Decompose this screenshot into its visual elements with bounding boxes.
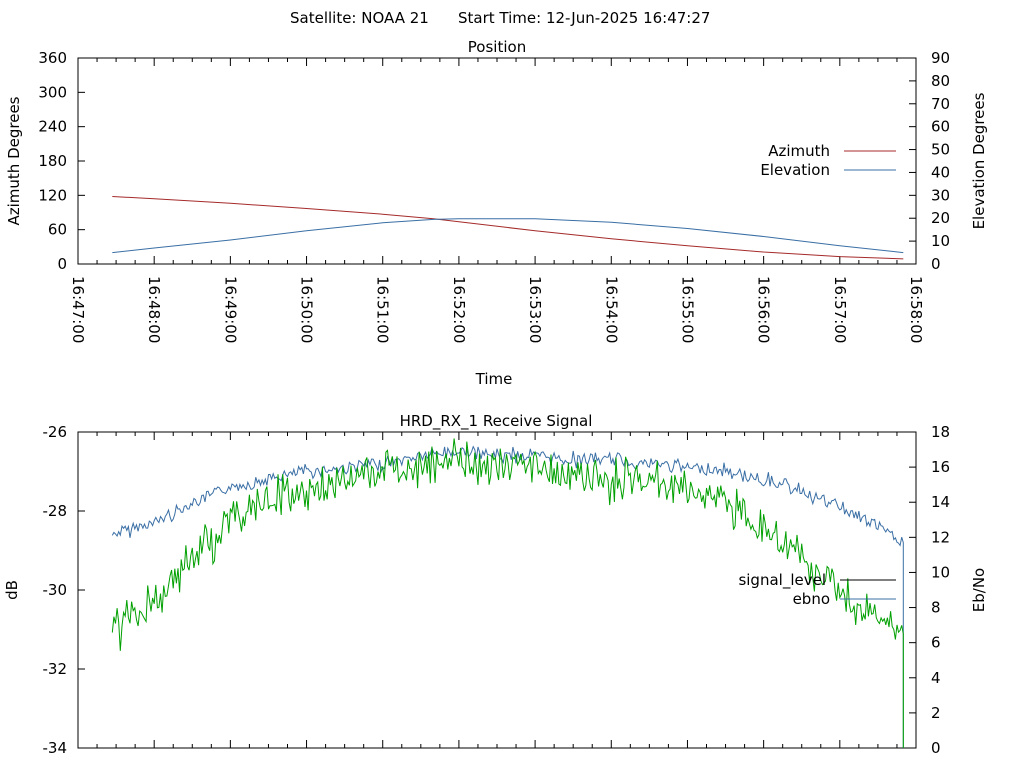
x-tick-label: 16:47:00 <box>69 276 87 343</box>
signal-series <box>111 438 904 748</box>
y2-tick-label: 12 <box>931 528 950 546</box>
position-legend: Azimuth Elevation <box>760 142 896 179</box>
position-series <box>112 196 904 260</box>
y2-tick-label: 40 <box>931 163 950 181</box>
y-tick-label: 0 <box>57 255 67 273</box>
azimuth-axis-label: Azimuth Degrees <box>5 96 23 225</box>
y2-tick-label: 10 <box>931 232 950 250</box>
x-tick-label: 16:53:00 <box>526 276 544 343</box>
y-tick-label: -34 <box>43 739 68 757</box>
db-ticks: -26 -28 -30 -32 -34 <box>43 423 85 757</box>
series-line-ebno <box>111 438 904 748</box>
x-tick-label: 16:48:00 <box>145 276 163 343</box>
legend-label-ebno: ebno <box>793 590 830 608</box>
y2-tick-label: 16 <box>931 458 950 476</box>
x-tick-label: 16:58:00 <box>907 276 925 343</box>
y2-tick-label: 18 <box>931 423 950 441</box>
series-line-azimuth <box>112 196 904 260</box>
y2-tick-label: 0 <box>931 255 941 273</box>
time-ticks: 16:47:00 16:48:00 16:49:00 16:50:00 16:51:00… <box>69 58 925 343</box>
ebno-axis-label: Eb/No <box>970 568 988 612</box>
y-tick-label: -26 <box>43 423 68 441</box>
x-tick-label: 16:50:00 <box>298 276 316 343</box>
y2-tick-label: 10 <box>931 563 950 581</box>
signal-time-ticks <box>77 432 917 748</box>
y-tick-label: 120 <box>38 186 67 204</box>
ebno-ticks: 0 2 4 6 8 10 12 14 16 18 <box>909 423 950 757</box>
y-tick-label: -28 <box>43 502 68 520</box>
time-axis-label: Time <box>475 370 513 388</box>
legend-label-azimuth: Azimuth <box>768 142 830 160</box>
series-line-elevation <box>112 218 904 254</box>
x-tick-label: 16:52:00 <box>450 276 468 343</box>
series-line-signal-level <box>111 445 904 748</box>
y2-tick-label: 30 <box>931 186 950 204</box>
x-tick-label: 16:54:00 <box>602 276 620 343</box>
elevation-axis-label: Elevation Degrees <box>970 92 988 229</box>
y-tick-label: 240 <box>38 118 67 136</box>
y-tick-label: 180 <box>38 152 67 170</box>
y-tick-label: 300 <box>38 83 67 101</box>
y-tick-label: -30 <box>43 581 68 599</box>
y2-tick-label: 0 <box>931 739 941 757</box>
db-axis-label: dB <box>3 580 21 600</box>
signal-chart-title: HRD_RX_1 Receive Signal <box>400 412 593 431</box>
azimuth-ticks: 0 60 120 180 240 300 360 <box>38 49 85 273</box>
signal-chart: HRD_RX_1 Receive Signal dB Eb/No -26-28-… <box>3 412 988 757</box>
x-tick-label: 16:51:00 <box>374 276 392 343</box>
x-tick-label: 16:55:00 <box>678 276 696 343</box>
y2-tick-label: 80 <box>931 72 950 90</box>
y2-tick-label: 6 <box>931 634 941 652</box>
elevation-ticks: 0 10 20 30 40 50 60 70 80 90 <box>909 49 950 273</box>
signal-plot-frame <box>77 431 917 749</box>
y2-tick-label: 20 <box>931 209 950 227</box>
satellite-label: Satellite: NOAA 21 <box>290 9 429 27</box>
x-tick-label: 16:49:00 <box>221 276 239 343</box>
legend-label-signal-level: signal_level <box>738 571 826 590</box>
y-tick-label: 60 <box>48 221 67 239</box>
y2-tick-label: 4 <box>931 669 941 687</box>
y2-tick-label: 70 <box>931 95 950 113</box>
x-tick-label: 16:56:00 <box>755 276 773 343</box>
y2-tick-label: 14 <box>931 493 950 511</box>
signal-legend: signal_level ebno <box>738 571 896 608</box>
y-tick-label: 360 <box>38 49 67 67</box>
x-tick-label: 16:57:00 <box>831 276 849 343</box>
y2-tick-label: 8 <box>931 599 941 617</box>
y2-tick-label: 2 <box>931 704 941 722</box>
y2-tick-label: 50 <box>931 141 950 159</box>
y2-tick-label: 60 <box>931 118 950 136</box>
position-chart-title: Position <box>468 38 526 56</box>
position-chart: Position Azimuth Degrees Elevation Degre… <box>5 38 988 388</box>
y-tick-label: -32 <box>43 660 68 678</box>
start-time-label: Start Time: 12-Jun-2025 16:47:27 <box>458 9 710 27</box>
legend-label-elevation: Elevation <box>760 161 830 179</box>
y2-tick-label: 90 <box>931 49 950 67</box>
